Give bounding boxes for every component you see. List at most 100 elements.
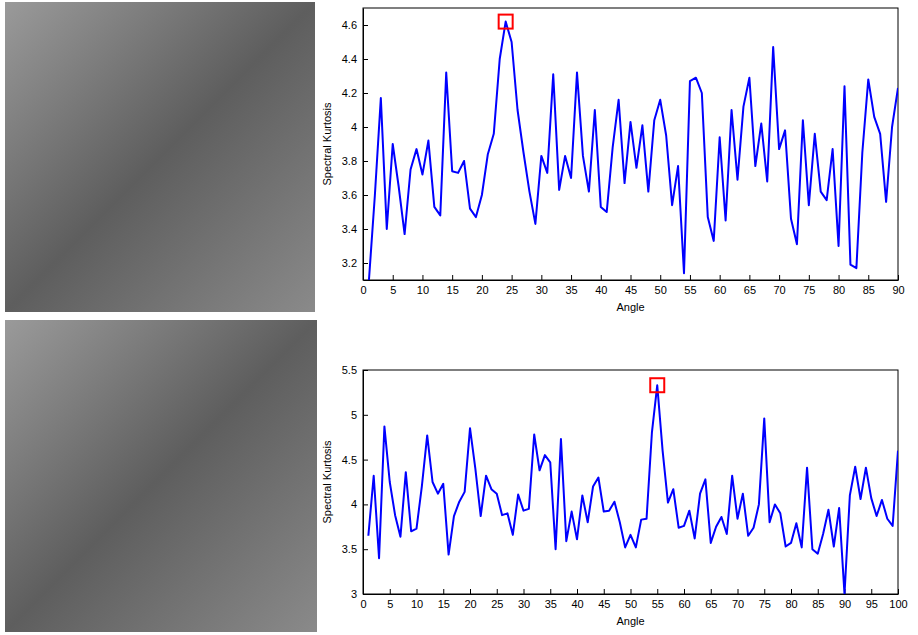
y-tick: 5	[351, 409, 368, 421]
x-tick-mark	[577, 589, 578, 594]
x-tick: 55	[684, 275, 696, 296]
photo-placeholder	[5, 320, 317, 632]
x-tick-label: 15	[447, 284, 459, 296]
x-tick: 65	[705, 589, 717, 610]
x-tick-label: 70	[732, 598, 744, 610]
x-tick-mark	[898, 589, 899, 594]
x-tick: 45	[598, 589, 610, 610]
y-tick-label: 4.6	[342, 19, 357, 31]
x-tick: 30	[518, 589, 530, 610]
x-tick-label: 10	[411, 598, 423, 610]
x-tick-mark	[470, 589, 471, 594]
y-tick-label: 5.5	[342, 364, 357, 376]
x-tick-label: 65	[744, 284, 756, 296]
peak-marker	[650, 378, 664, 392]
x-tick-label: 60	[714, 284, 726, 296]
y-tick-label: 3.5	[342, 543, 357, 555]
x-tick-mark	[764, 589, 765, 594]
axis-line	[364, 594, 899, 595]
x-tick-mark	[497, 589, 498, 594]
x-tick-label: 0	[360, 598, 366, 610]
x-tick: 10	[411, 589, 423, 610]
x-tick-label: 35	[545, 598, 557, 610]
x-tick: 55	[652, 589, 664, 610]
y-tick-mark	[363, 370, 368, 371]
data-line	[368, 385, 898, 594]
y-tick-label: 5	[351, 409, 357, 421]
y-tick-mark	[363, 549, 368, 550]
y-tick-label: 4.2	[342, 87, 357, 99]
x-tick-label: 95	[866, 598, 878, 610]
x-tick-mark	[779, 275, 780, 280]
y-tick-mark	[363, 195, 368, 196]
axis-line	[363, 371, 364, 595]
x-tick: 15	[438, 589, 450, 610]
x-tick-mark	[690, 275, 691, 280]
x-tick-mark	[809, 275, 810, 280]
x-tick-label: 85	[812, 598, 824, 610]
x-tick: 80	[833, 275, 845, 296]
x-tick-label: 0	[360, 284, 366, 296]
y-tick-label: 4.5	[342, 454, 357, 466]
x-tick-mark	[898, 275, 899, 280]
y-tick-mark	[363, 229, 368, 230]
x-tick-mark	[571, 275, 572, 280]
x-tick-label: 50	[655, 284, 667, 296]
y-tick-label: 3.2	[342, 257, 357, 269]
x-tick-label: 40	[571, 598, 583, 610]
photo-placeholder	[5, 2, 315, 312]
x-tick-mark	[390, 589, 391, 594]
x-tick-label: 55	[652, 598, 664, 610]
y-tick: 4.4	[342, 53, 368, 65]
x-tick-label: 10	[417, 284, 429, 296]
x-tick-mark	[550, 589, 551, 594]
plot-frame	[363, 8, 898, 280]
x-tick-label: 35	[565, 284, 577, 296]
x-tick-label: 80	[833, 284, 845, 296]
x-tick-label: 75	[803, 284, 815, 296]
x-tick: 45	[625, 275, 637, 296]
y-tick-mark	[363, 93, 368, 94]
x-tick-label: 5	[387, 598, 393, 610]
x-tick-label: 90	[892, 284, 904, 296]
x-tick-mark	[541, 275, 542, 280]
x-tick-mark	[631, 589, 632, 594]
y-tick: 4.5	[342, 454, 368, 466]
y-tick: 3.8	[342, 155, 368, 167]
x-tick: 70	[773, 275, 785, 296]
y-tick: 3	[351, 588, 368, 600]
x-tick-mark	[749, 275, 750, 280]
x-tick: 20	[464, 589, 476, 610]
x-tick-mark	[512, 275, 513, 280]
x-axis: 0510152025303540455055606570758085909510…	[360, 589, 907, 610]
x-tick-mark	[684, 589, 685, 594]
x-tick-label: 15	[438, 598, 450, 610]
x-tick-mark	[711, 589, 712, 594]
x-tick-label: 30	[536, 284, 548, 296]
x-tick-label: 85	[863, 284, 875, 296]
x-tick: 80	[785, 589, 797, 610]
x-tick: 35	[545, 589, 557, 610]
x-tick: 65	[744, 275, 756, 296]
x-tick-label: 90	[839, 598, 851, 610]
x-tick: 70	[732, 589, 744, 610]
x-tick: 35	[565, 275, 577, 296]
x-tick-mark	[631, 275, 632, 280]
y-tick-mark	[363, 415, 368, 416]
y-tick: 4	[351, 121, 368, 133]
y-tick: 4	[351, 498, 368, 510]
x-tick: 30	[536, 275, 548, 296]
x-tick-label: 45	[598, 598, 610, 610]
y-tick: 3.4	[342, 223, 368, 235]
peak-marker	[499, 15, 513, 29]
axis-line	[364, 280, 899, 281]
x-tick-mark	[443, 589, 444, 594]
x-tick-label: 65	[705, 598, 717, 610]
x-tick-mark	[393, 275, 394, 280]
x-tick: 75	[803, 275, 815, 296]
plot-area	[368, 378, 898, 594]
x-tick-mark	[482, 275, 483, 280]
y-tick-mark	[363, 504, 368, 505]
chart: 0510152025303540455055606570758085903.23…	[321, 8, 905, 313]
x-tick-mark	[839, 275, 840, 280]
